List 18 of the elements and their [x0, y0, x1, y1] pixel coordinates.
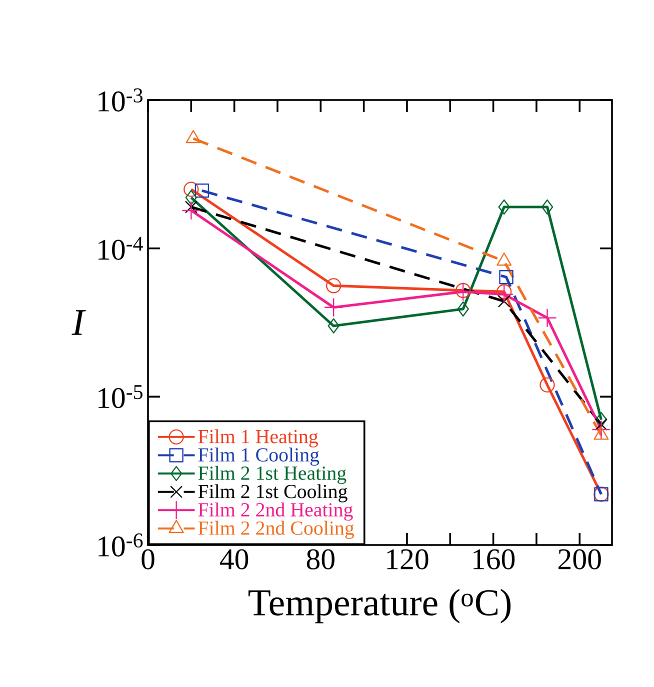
x-tick-label: 200	[558, 549, 601, 570]
x-tick-label: 0	[142, 549, 154, 570]
y-tick-label: 10$^{-5}$	[98, 385, 142, 408]
legend-label: Film 2 1st Heating	[198, 466, 346, 484]
x-axis-title: Temperature ($^{o}$C)	[248, 588, 511, 624]
y-tick-label: 10$^{-3}$	[98, 88, 142, 112]
legend-label: Film 2 2nd Cooling	[198, 520, 354, 539]
legend-label: Film 2 2nd Heating	[198, 502, 353, 521]
x-tick-label: 80	[306, 549, 334, 570]
y-tick-label: 10$^{-4}$	[98, 236, 143, 260]
legend-label: Film 2 1st Cooling	[198, 484, 348, 502]
legend-label: Film 1 Cooling	[198, 448, 320, 466]
y-axis-title: I	[72, 310, 86, 335]
x-tick-label: 160	[474, 549, 515, 570]
y-tick-label: 10$^{-6}$	[98, 533, 143, 557]
x-tick-label: 120	[387, 549, 428, 570]
x-tick-label: 40	[220, 549, 248, 570]
legend-label: Film 1 Heating	[198, 429, 318, 448]
